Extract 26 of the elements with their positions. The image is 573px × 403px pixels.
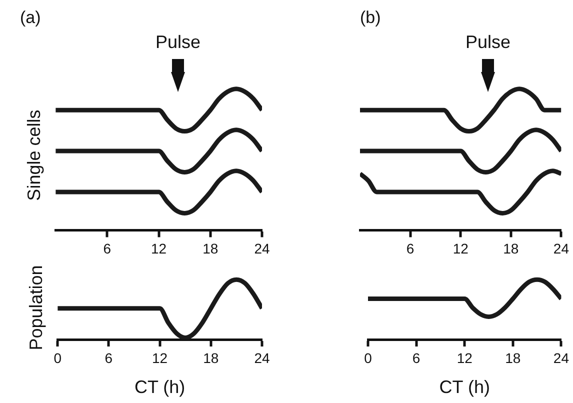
x-tick-label: 18 (203, 350, 219, 366)
x-tick-label: 24 (254, 240, 270, 256)
x-tick-label: 18 (503, 240, 519, 256)
x-tick-label: 6 (412, 350, 420, 366)
text: Pulse (154, 32, 202, 52)
x-tick-label: 18 (202, 240, 218, 256)
x-tick-label: 24 (254, 350, 270, 366)
x-tick-label: 0 (364, 350, 372, 366)
x-tick-label: 18 (505, 350, 521, 366)
x-tick-label: 6 (104, 350, 113, 366)
x-tick-label: 24 (553, 350, 570, 366)
chart-title: (a) (20, 8, 41, 27)
chart-title: (b) (360, 8, 381, 27)
x-tick-label: 6 (406, 240, 414, 256)
text: Pulse (464, 32, 512, 52)
x-tick-label: 12 (151, 240, 167, 256)
x-tick-label: 12 (456, 350, 473, 366)
x-tick-label: 24 (553, 240, 570, 256)
x-tick-label: 12 (152, 350, 168, 366)
x-tick-label: 0 (54, 350, 62, 366)
x-axis-title: CT (h) (439, 377, 490, 398)
y-axis-title: Single cells (24, 110, 44, 201)
x-tick-label: 6 (103, 240, 112, 256)
y-axis-title: Population (26, 265, 46, 350)
x-axis-title: CT (h) (134, 377, 186, 398)
x-tick-label: 12 (452, 240, 469, 256)
